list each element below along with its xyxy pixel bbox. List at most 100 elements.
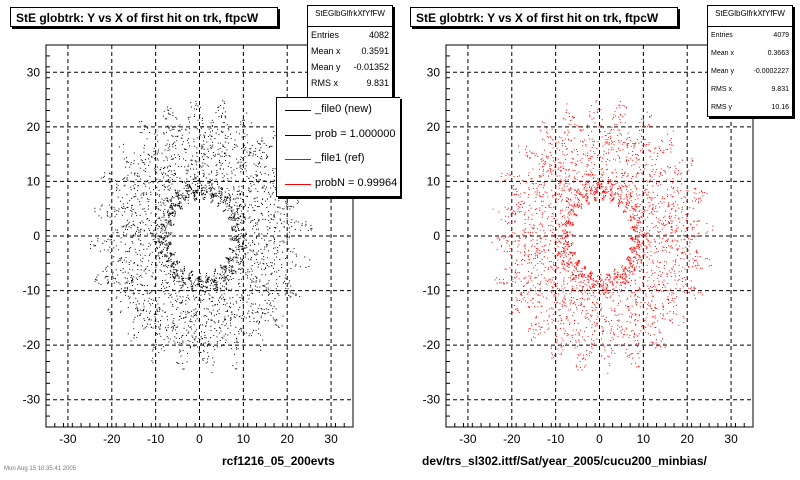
left-point (144, 164, 146, 166)
left-point (107, 282, 109, 284)
right-point (582, 145, 584, 147)
left-point (224, 268, 226, 270)
right-point (633, 239, 635, 241)
right-point (539, 249, 541, 251)
right-point (618, 201, 620, 203)
left-point (240, 233, 242, 235)
left-point (158, 253, 160, 255)
right-point (571, 244, 573, 246)
left-point (130, 210, 132, 212)
right-point (591, 172, 593, 174)
right-point (584, 173, 586, 175)
right-point (578, 334, 580, 336)
right-point (674, 230, 676, 232)
right-point (632, 353, 634, 355)
right-point (632, 273, 634, 275)
left-point (226, 149, 228, 151)
left-point (243, 124, 245, 126)
left-point (187, 312, 189, 314)
left-point (175, 157, 177, 159)
left-point (194, 173, 196, 175)
left-point (239, 216, 241, 218)
left-point (147, 153, 149, 155)
left-point (232, 239, 234, 241)
left-point (187, 183, 189, 185)
left-point (163, 350, 165, 352)
left-point (175, 205, 177, 207)
right-point (499, 278, 501, 280)
right-point (597, 178, 599, 180)
left-point (286, 218, 288, 220)
left-point (144, 327, 146, 329)
left-point (184, 149, 186, 151)
left-point (185, 195, 187, 197)
right-point (619, 150, 621, 152)
left-point (194, 195, 196, 197)
left-point (130, 247, 132, 249)
left-point (159, 261, 161, 263)
left-point (224, 269, 226, 271)
right-point (611, 127, 613, 129)
left-point (267, 320, 269, 322)
left-point (141, 220, 143, 222)
right-point (491, 241, 493, 243)
left-point (144, 211, 146, 213)
right-point (590, 270, 592, 272)
left-point (161, 343, 163, 345)
left-point (261, 308, 263, 310)
left-point (219, 274, 221, 276)
left-point (162, 115, 164, 117)
left-point (236, 256, 238, 258)
right-point (558, 315, 560, 317)
left-point (290, 222, 292, 224)
right-point (528, 291, 530, 293)
left-point (139, 314, 141, 316)
right-point (583, 290, 585, 292)
left-point (151, 251, 153, 253)
left-point (231, 207, 233, 209)
left-point (185, 128, 187, 130)
right-point (597, 191, 599, 193)
left-point (258, 219, 260, 221)
left-point (260, 147, 262, 149)
left-point (180, 302, 182, 304)
left-point (218, 190, 220, 192)
left-point (145, 185, 147, 187)
right-point (611, 352, 613, 354)
left-point (120, 288, 122, 290)
left-point (126, 287, 128, 289)
left-point (254, 262, 256, 264)
left-point (243, 265, 245, 267)
right-point (673, 311, 675, 313)
left-point (270, 203, 272, 205)
left-point (159, 269, 161, 271)
left-point (235, 237, 237, 239)
left-point (233, 237, 235, 239)
left-point (203, 332, 205, 334)
left-point (240, 272, 242, 274)
right-point (669, 235, 671, 237)
left-point (212, 364, 214, 366)
left-point (225, 159, 227, 161)
left-point (126, 250, 128, 252)
right-point (520, 301, 522, 303)
right-point (595, 280, 597, 282)
left-point (169, 273, 171, 275)
left-point (182, 342, 184, 344)
left-point (188, 273, 190, 275)
left-point (125, 257, 127, 259)
left-point (155, 256, 157, 258)
left-point (192, 274, 194, 276)
right-point (651, 300, 653, 302)
right-point (665, 289, 667, 291)
left-point (184, 197, 186, 199)
left-point (104, 268, 106, 270)
left-point (273, 259, 275, 261)
left-point (279, 207, 281, 209)
left-point (209, 294, 211, 296)
left-point (158, 195, 160, 197)
right-point (687, 291, 689, 293)
left-point (279, 219, 281, 221)
left-point (201, 280, 203, 282)
left-point (130, 276, 132, 278)
